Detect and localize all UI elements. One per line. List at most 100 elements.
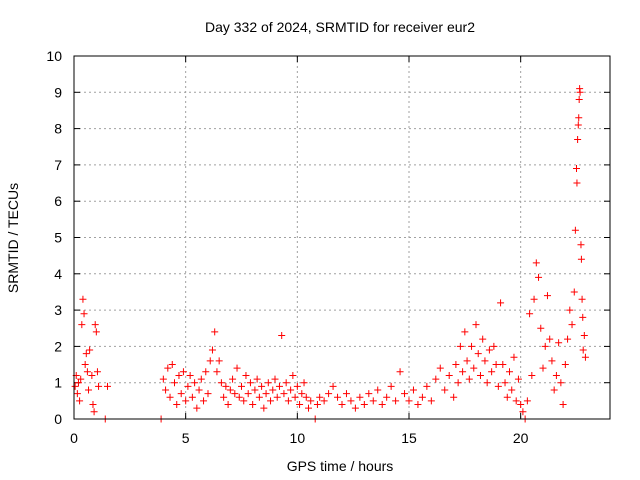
- data-point: [514, 375, 522, 383]
- data-point: [287, 386, 295, 394]
- data-point: [392, 397, 400, 405]
- x-tick-label: 10: [290, 430, 306, 446]
- data-point: [463, 357, 471, 365]
- axis-ticks: 0 1 2 3 4 5 6 7 8 9 10 0 5 10 15 20: [46, 48, 610, 446]
- data-point: [171, 379, 178, 387]
- data-point: [182, 397, 190, 405]
- data-point: [356, 393, 364, 401]
- data-point: [575, 114, 583, 122]
- data-point: [79, 295, 87, 303]
- data-point: [436, 364, 444, 372]
- data-point: [459, 368, 467, 376]
- chart-title: Day 332 of 2024, SRMTID for receiver eur…: [205, 19, 475, 35]
- data-point: [329, 382, 337, 390]
- data-point: [95, 382, 103, 390]
- data-point: [293, 382, 301, 390]
- data-point: [246, 379, 254, 387]
- data-point: [213, 368, 221, 376]
- data-point: [401, 390, 409, 398]
- data-point: [452, 361, 460, 369]
- data-point: [267, 397, 275, 405]
- data-point: [222, 382, 230, 390]
- data-point: [378, 400, 386, 408]
- plot-frame: [73, 55, 611, 420]
- data-point: [470, 364, 478, 372]
- data-point: [575, 96, 583, 104]
- data-point: [579, 346, 587, 354]
- data-point: [488, 368, 496, 376]
- data-point: [90, 408, 98, 416]
- data-point: [559, 400, 567, 408]
- data-point: [224, 400, 232, 408]
- data-point: [577, 255, 585, 263]
- data-point: [320, 397, 328, 405]
- y-tick-label: 7: [54, 157, 62, 173]
- data-point: [193, 404, 201, 412]
- data-point: [93, 368, 101, 376]
- data-point: [548, 357, 556, 365]
- data-point: [528, 371, 536, 379]
- data-point: [571, 226, 579, 234]
- data-point: [191, 379, 199, 387]
- data-point: [580, 332, 588, 340]
- data-point: [555, 339, 563, 347]
- data-point: [217, 379, 225, 387]
- data-point: [492, 361, 500, 369]
- data-point: [579, 313, 587, 321]
- data-point: [423, 382, 431, 390]
- data-point: [291, 393, 299, 401]
- data-point: [175, 371, 183, 379]
- data-point: [409, 386, 417, 394]
- data-point: [280, 390, 288, 398]
- data-point: [264, 379, 272, 387]
- data-point: [577, 241, 585, 249]
- data-point: [260, 404, 268, 412]
- data-point: [82, 350, 90, 358]
- data-point: [300, 379, 308, 387]
- data-point: [530, 295, 538, 303]
- data-point: [539, 364, 547, 372]
- data-point: [474, 350, 482, 358]
- data-point: [296, 400, 304, 408]
- data-point: [432, 375, 440, 383]
- data-point: [396, 368, 404, 376]
- data-point: [499, 361, 507, 369]
- data-point: [77, 375, 85, 383]
- data-point: [519, 408, 527, 416]
- data-point: [284, 397, 292, 405]
- data-point: [85, 386, 93, 394]
- data-point: [255, 393, 263, 401]
- data-point: [570, 288, 578, 296]
- data-point: [168, 361, 176, 369]
- y-tick-label: 2: [54, 338, 62, 354]
- data-point: [532, 259, 540, 267]
- data-point: [162, 386, 170, 394]
- data-point: [202, 368, 210, 376]
- data-point: [557, 379, 565, 387]
- data-point: [578, 295, 586, 303]
- data-point: [208, 346, 216, 354]
- data-point: [568, 321, 576, 329]
- data-point: [566, 306, 574, 314]
- data-point: [387, 382, 395, 390]
- data-point: [307, 397, 315, 405]
- data-point: [476, 371, 484, 379]
- data-point: [490, 342, 498, 350]
- data-point: [365, 390, 373, 398]
- data-point: [503, 393, 511, 401]
- data-point: [188, 393, 196, 401]
- data-point: [347, 397, 355, 405]
- data-point: [177, 390, 185, 398]
- data-point: [253, 375, 261, 383]
- data-point: [81, 361, 89, 369]
- data-point: [479, 335, 487, 343]
- data-point: [508, 386, 516, 394]
- x-tick-label: 20: [513, 430, 529, 446]
- data-point: [481, 357, 489, 365]
- data-point: [405, 397, 413, 405]
- data-point: [159, 375, 167, 383]
- y-tick-label: 6: [54, 193, 62, 209]
- data-point: [351, 404, 359, 412]
- data-point: [465, 375, 473, 383]
